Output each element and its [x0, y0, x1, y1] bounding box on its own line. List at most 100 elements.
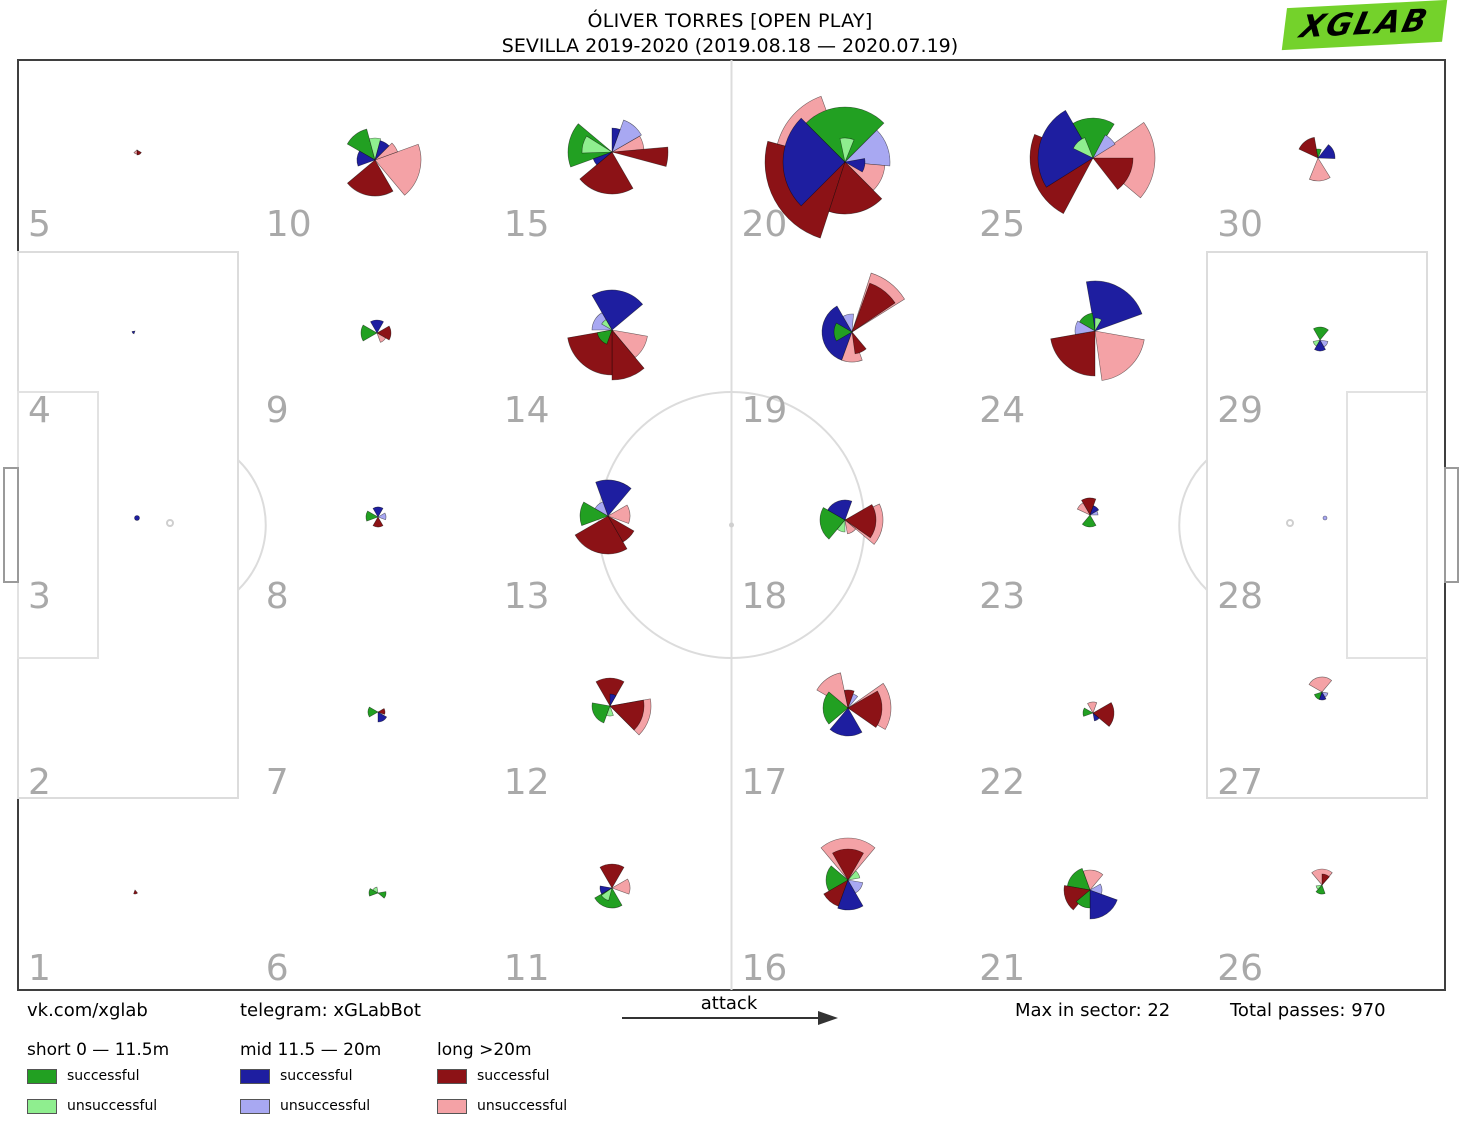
- sonar-wedge: [134, 515, 140, 521]
- sonar-wedge: [1092, 134, 1116, 159]
- goal-left: [3, 467, 19, 583]
- sonar-wedge: [599, 863, 625, 889]
- title-block: ÓLIVER TORRES [OPEN PLAY] SEVILLA 2019-2…: [0, 10, 1460, 57]
- sonar-wedge: [365, 510, 379, 522]
- legend-label: unsuccessful: [280, 1098, 371, 1114]
- sonar-wedge: [581, 135, 613, 154]
- sonar-wedge: [370, 319, 384, 334]
- attack-label: attack: [700, 993, 758, 1014]
- chart-subtitle: SEVILLA 2019-2020 (2019.08.18 — 2020.07.…: [501, 35, 959, 57]
- legend-swatch-long-successful: [437, 1068, 467, 1084]
- sonar-layer: [131, 95, 1336, 920]
- sector-number: 4: [28, 390, 51, 431]
- sonar-wedge: [1088, 510, 1099, 516]
- sector-number: 6: [266, 948, 289, 989]
- sonar-wedge: [1081, 514, 1097, 528]
- sonar-wedge: [805, 106, 885, 163]
- sonar-wedge: [1072, 137, 1094, 159]
- sonar-wedge: [819, 507, 846, 540]
- sonar-wedge: [1085, 280, 1143, 332]
- sonar-wedge: [356, 150, 376, 167]
- sector-number: 18: [742, 576, 788, 617]
- sonar-wedge: [599, 885, 613, 895]
- sector-number: 10: [266, 204, 312, 245]
- legend-title-mid: mid 11.5 — 20m: [240, 1040, 382, 1060]
- sonar-wedge: [596, 329, 613, 345]
- penalty-spot-left: [166, 519, 174, 527]
- legend-label: unsuccessful: [477, 1098, 568, 1114]
- sector-number: 20: [742, 204, 788, 245]
- sonar-wedge: [1321, 873, 1330, 886]
- sonar-wedge: [374, 142, 398, 161]
- sonar-wedge: [376, 332, 387, 343]
- sonar-wedge: [377, 512, 387, 521]
- sonar-wedge: [609, 699, 645, 731]
- sonar-wedge: [579, 151, 634, 195]
- sonar-wedge: [1076, 502, 1091, 516]
- sonar-wedge: [1089, 889, 1118, 920]
- sector-number: 19: [742, 390, 788, 431]
- legend-item-mid-unsuccessful: unsuccessful: [240, 1098, 370, 1114]
- sonar-wedge: [1072, 117, 1115, 159]
- sector-number: 24: [979, 390, 1025, 431]
- sonar-wedge: [346, 128, 376, 161]
- legend-swatch-mid-successful: [240, 1068, 270, 1084]
- sonar-wedge: [372, 516, 384, 528]
- sonar-wedge: [1075, 889, 1091, 909]
- sonar-wedge: [595, 677, 625, 707]
- sonar-wedge: [131, 330, 136, 335]
- legend-title-short: short 0 — 11.5m: [27, 1040, 170, 1060]
- total-passes-text: Total passes: 970: [1230, 1000, 1386, 1021]
- sector-number: 15: [504, 204, 550, 245]
- legend-swatch-short-successful: [27, 1068, 57, 1084]
- legend-item-long-successful: successful: [437, 1068, 549, 1084]
- chart-title: ÓLIVER TORRES [OPEN PLAY]: [587, 10, 873, 32]
- sonar-wedge: [844, 504, 877, 539]
- sonar-wedge: [842, 313, 854, 333]
- sonar-wedge: [851, 282, 896, 333]
- sector-number: 16: [742, 948, 788, 989]
- sonar-wedge: [591, 289, 644, 331]
- sonar-wedge: [1094, 330, 1145, 381]
- sonar-wedge: [1063, 885, 1091, 911]
- sonar-wedge: [1322, 515, 1328, 521]
- sector-number: 23: [979, 576, 1025, 617]
- sonar-wedge: [368, 137, 382, 162]
- vk-link: vk.com/xglab: [27, 1000, 148, 1021]
- sonar-wedge: [847, 879, 864, 894]
- penalty-box-left: [17, 251, 239, 799]
- sonar-wedge: [1094, 317, 1102, 333]
- sector-number: 13: [504, 576, 550, 617]
- sonar-wedge: [1089, 505, 1100, 516]
- sector-number: 28: [1217, 576, 1263, 617]
- legend-item-short-successful: successful: [27, 1068, 139, 1084]
- sector-number: 3: [28, 576, 51, 617]
- sonar-wedge: [591, 702, 611, 724]
- sector-number: 14: [504, 390, 550, 431]
- sonar-wedge: [839, 137, 855, 164]
- sector-number: 27: [1217, 762, 1263, 803]
- sector-number: 9: [266, 390, 289, 431]
- sonar-wedge: [607, 504, 631, 524]
- sonar-wedge: [372, 886, 379, 894]
- goal-box-right: [1346, 391, 1428, 659]
- sonar-wedge: [847, 870, 861, 881]
- sector-number: 17: [742, 762, 788, 803]
- sonar-wedge: [1316, 148, 1322, 160]
- sonar-wedge: [611, 119, 642, 153]
- sonar-wedge: [601, 319, 613, 331]
- legend-label: successful: [280, 1068, 353, 1084]
- goal-box-left: [17, 391, 99, 659]
- sonar-wedge: [372, 506, 384, 518]
- legend-swatch-long-unsuccessful: [437, 1098, 467, 1114]
- sonar-wedge: [828, 161, 883, 215]
- sector-number: 12: [504, 762, 550, 803]
- sonar-wedge: [1092, 157, 1134, 190]
- sonar-wedge: [579, 501, 609, 526]
- sector-number: 2: [28, 762, 51, 803]
- legend-swatch-short-unsuccessful: [27, 1098, 57, 1114]
- penalty-spot-right: [1286, 519, 1294, 527]
- legend-label: successful: [67, 1068, 140, 1084]
